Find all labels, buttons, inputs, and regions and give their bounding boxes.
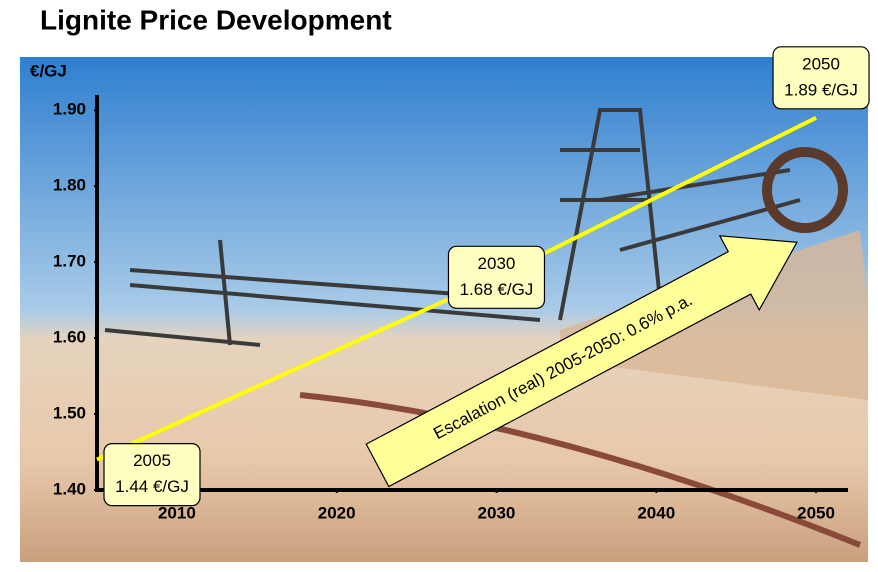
chart-title: Lignite Price Development xyxy=(40,4,392,35)
y-tick-label: 1.40 xyxy=(53,479,86,498)
y-tick-label: 1.50 xyxy=(53,404,86,423)
y-tick-label: 1.90 xyxy=(53,100,86,119)
callout-year: 2050 xyxy=(802,54,840,73)
callout-year: 2005 xyxy=(133,451,171,470)
x-tick-label: 2010 xyxy=(158,503,196,522)
x-tick-label: 2020 xyxy=(318,503,356,522)
callout-box xyxy=(103,443,201,507)
y-tick-label: 1.60 xyxy=(53,328,86,347)
arrow-shape xyxy=(365,235,798,488)
callout-box xyxy=(772,46,870,110)
y-tick-label: 1.80 xyxy=(53,176,86,195)
x-tick-label: 2030 xyxy=(478,503,516,522)
callout-value: 1.68 €/GJ xyxy=(460,280,534,299)
callout-year: 2030 xyxy=(478,254,516,273)
y-tick-label: 1.70 xyxy=(53,252,86,271)
x-tick-label: 2040 xyxy=(637,503,675,522)
y-axis-label: €/GJ xyxy=(30,61,67,80)
callout-box xyxy=(447,245,546,309)
x-tick-label: 2050 xyxy=(797,503,835,522)
callout-value: 1.89 €/GJ xyxy=(784,80,858,99)
callout-value: 1.44 €/GJ xyxy=(115,477,189,496)
